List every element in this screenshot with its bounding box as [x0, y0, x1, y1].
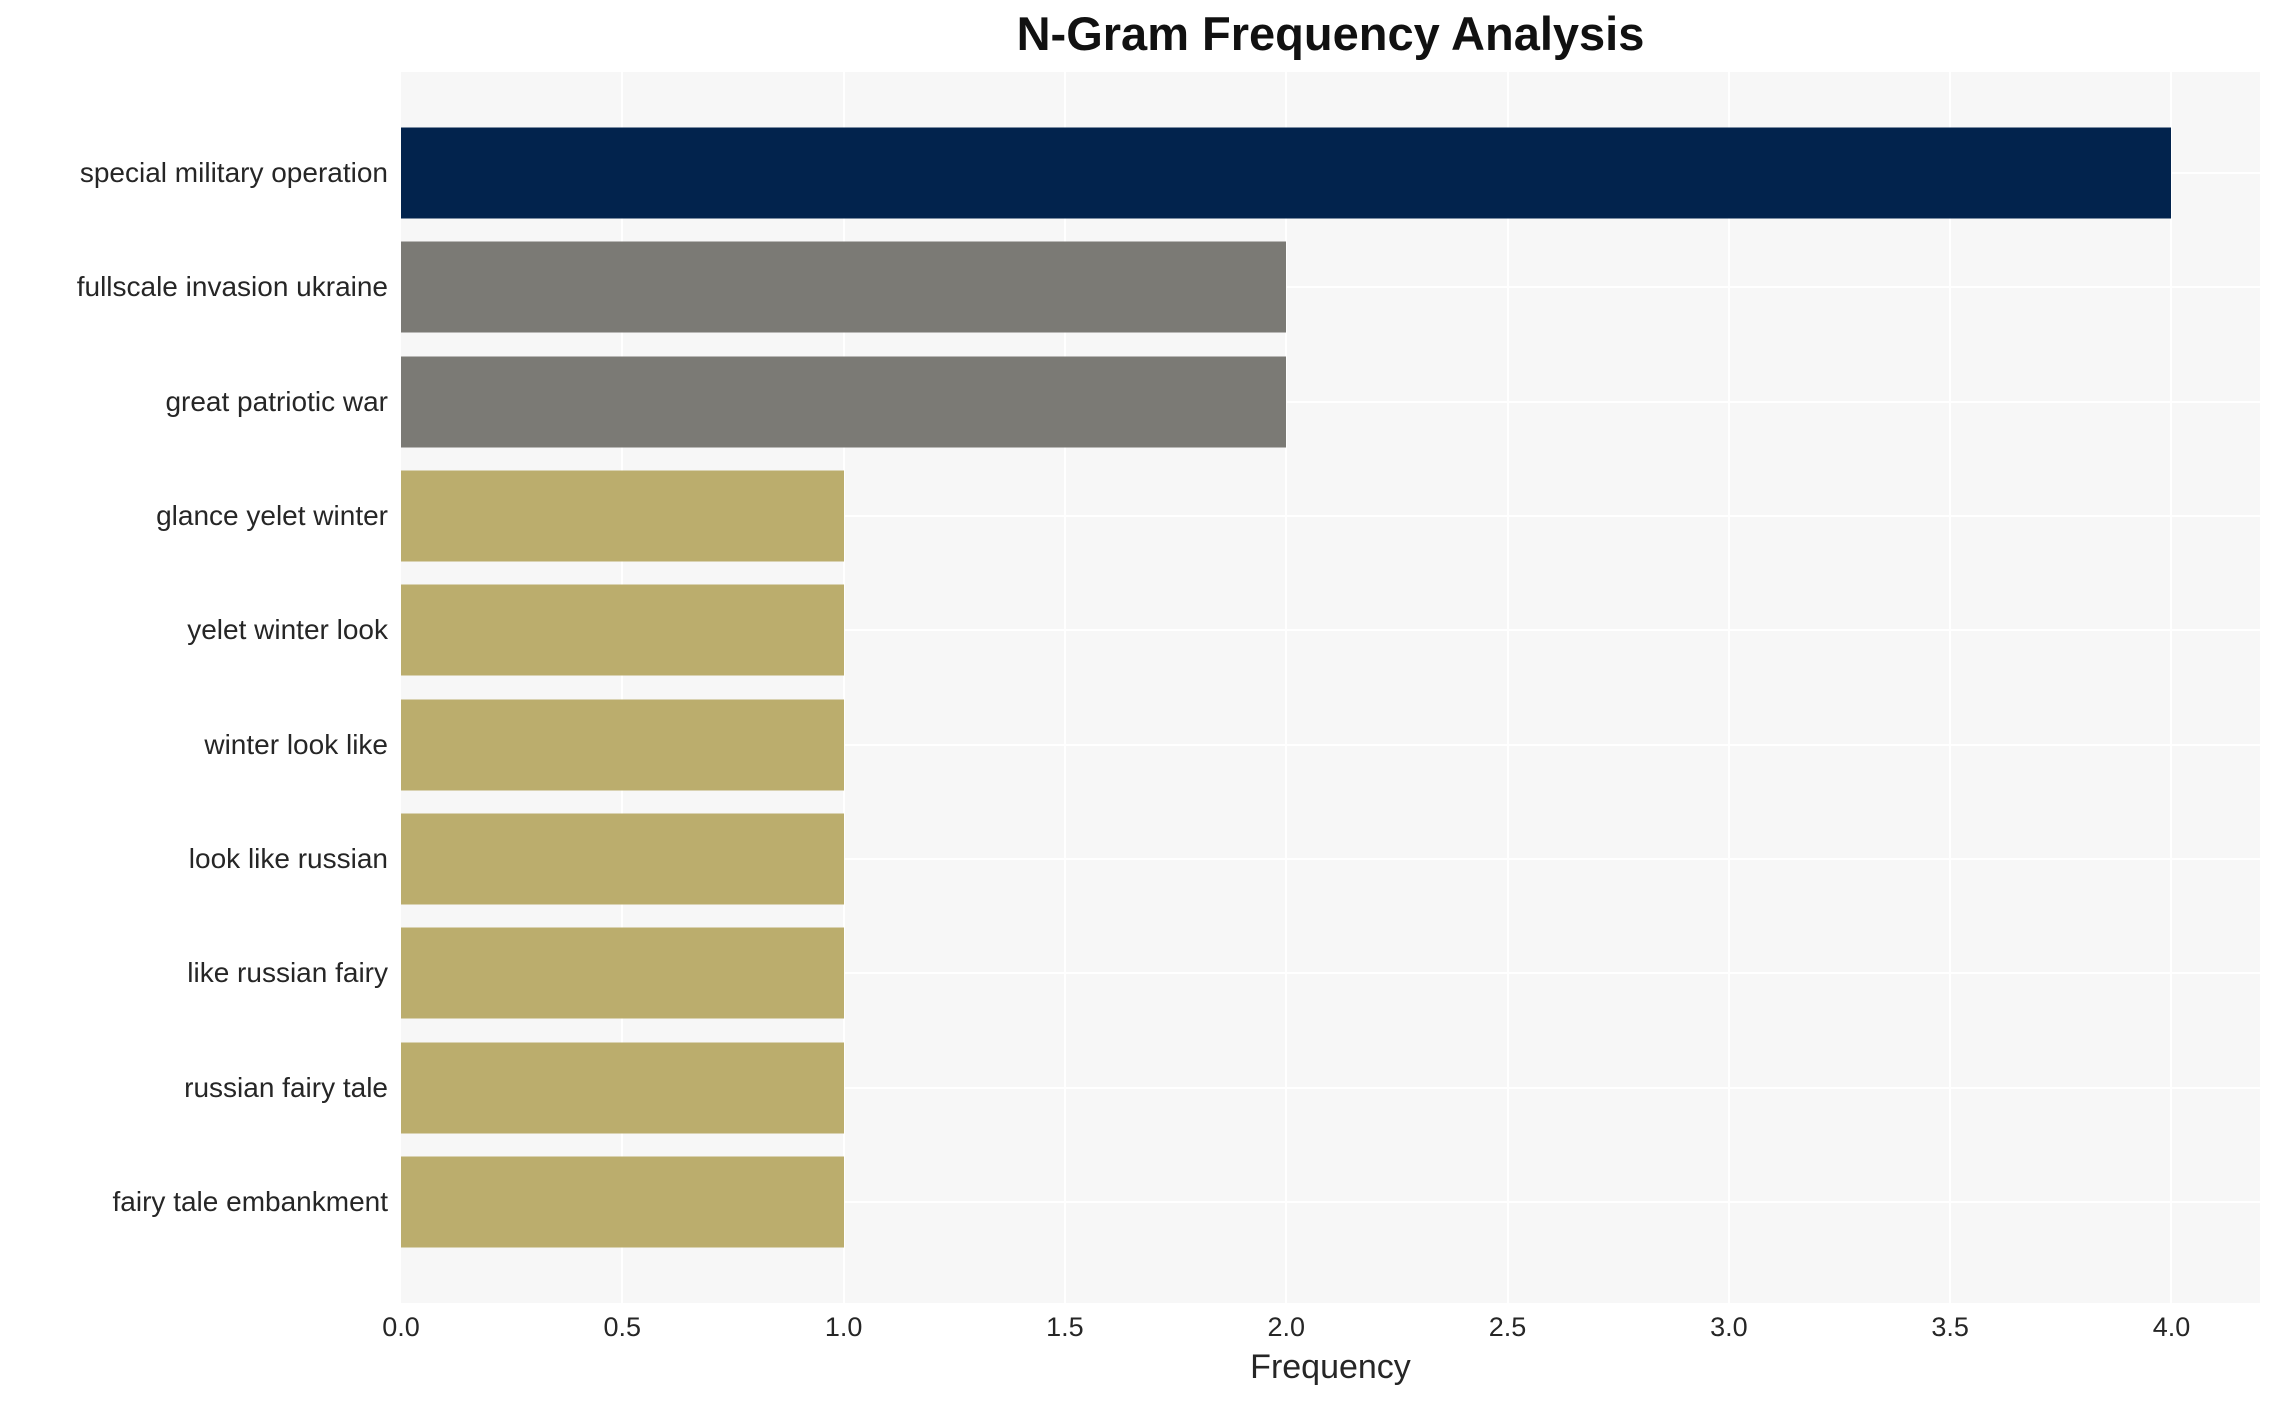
- v-gridline: [1506, 72, 1509, 1303]
- y-tick-label: like russian fairy: [187, 957, 388, 989]
- y-tick-label: fullscale invasion ukraine: [76, 271, 388, 303]
- x-tick-label: 1.5: [1046, 1312, 1084, 1342]
- x-tick-label: 3.0: [1710, 1312, 1748, 1342]
- bar-row: [401, 573, 2260, 687]
- bar: [401, 699, 844, 791]
- bar-row: [401, 1145, 2260, 1259]
- x-axis-label: Frequency: [1250, 1348, 1411, 1386]
- h-gridline: [401, 743, 2260, 746]
- bar: [401, 356, 1287, 448]
- bar-row: [401, 345, 2260, 459]
- bar: [401, 470, 844, 562]
- bar: [401, 1042, 844, 1134]
- v-gridline: [1727, 72, 1730, 1303]
- x-tick-label: 2.5: [1488, 1312, 1527, 1342]
- bar: [401, 813, 844, 905]
- v-gridline: [621, 72, 624, 1303]
- y-tick-label: russian fairy tale: [184, 1071, 388, 1103]
- y-tick-label: glance yelet winter: [156, 500, 388, 532]
- x-tick-label: 2.0: [1267, 1312, 1306, 1342]
- bar-row: [401, 230, 2260, 344]
- bar-row: [401, 916, 2260, 1030]
- bar: [401, 241, 1287, 333]
- v-gridline: [1285, 72, 1288, 1303]
- h-gridline: [401, 857, 2260, 860]
- bar-row: [401, 1030, 2260, 1144]
- h-gridline: [401, 286, 2260, 289]
- h-gridline: [401, 515, 2260, 518]
- bar-row: [401, 802, 2260, 916]
- y-tick-label: look like russian: [188, 842, 388, 874]
- bar-row: [401, 687, 2260, 801]
- x-tick-label: 4.0: [2152, 1312, 2191, 1342]
- v-gridline: [842, 72, 845, 1303]
- bar: [401, 127, 2172, 219]
- bar-row: [401, 459, 2260, 573]
- chart-title: N-Gram Frequency Analysis: [1016, 7, 1645, 60]
- y-tick-label: special military operation: [79, 157, 388, 189]
- x-axis-ticks: 0.0 0.5 1.0 1.5 2.0 2.5 3.0 3.5 4.0: [382, 1312, 2260, 1346]
- x-tick-label: 3.5: [1931, 1312, 1969, 1342]
- plot-area: [401, 72, 2260, 1303]
- x-tick-label: 0.0: [382, 1312, 420, 1342]
- h-gridline: [401, 400, 2260, 403]
- h-gridline: [401, 1086, 2260, 1089]
- bar: [401, 584, 844, 676]
- y-axis-labels: special military operation fullscale inva…: [0, 72, 401, 1303]
- y-tick-label: yelet winter look: [187, 614, 388, 646]
- h-gridline: [401, 629, 2260, 632]
- v-gridline: [1063, 72, 1066, 1303]
- v-gridline: [2170, 72, 2173, 1303]
- bar-rows: [401, 72, 2260, 1303]
- y-tick-label: great patriotic war: [165, 385, 388, 417]
- y-tick-label: winter look like: [204, 728, 388, 760]
- y-tick-label: fairy tale embankment: [112, 1185, 388, 1217]
- v-gridline: [1949, 72, 1952, 1303]
- h-gridline: [401, 972, 2260, 975]
- x-tick-label: 0.5: [603, 1312, 642, 1342]
- bar: [401, 1156, 844, 1248]
- x-tick-label: 1.0: [824, 1312, 863, 1342]
- h-gridline: [401, 1200, 2260, 1203]
- bar-row: [401, 116, 2260, 230]
- bar: [401, 927, 844, 1019]
